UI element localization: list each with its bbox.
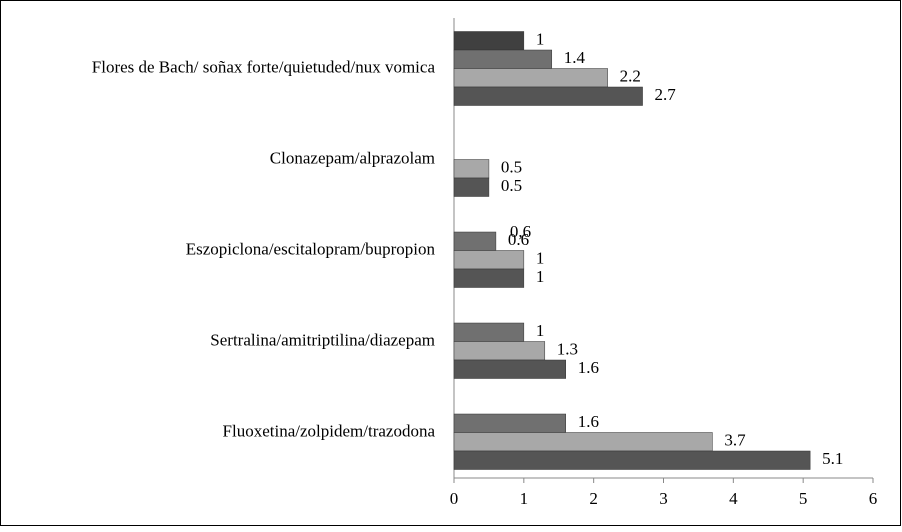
value-label: 1.3 xyxy=(557,340,578,359)
bar xyxy=(453,413,566,433)
bar xyxy=(453,268,525,288)
bar xyxy=(453,159,490,179)
value-label: 1 xyxy=(536,321,545,340)
value-label: 2.2 xyxy=(620,67,641,86)
category-label: Fluoxetina/zolpidem/trazodona xyxy=(223,421,436,440)
value-label: 0.5 xyxy=(501,158,522,177)
category-label: Sertralina/amitriptilina/diazepam xyxy=(210,330,435,349)
bar xyxy=(453,31,525,51)
annotation: 0,6 xyxy=(510,222,531,241)
bar xyxy=(453,177,490,197)
bar xyxy=(453,68,608,88)
bar xyxy=(453,341,546,361)
x-tick-label: 4 xyxy=(729,489,738,508)
value-label: 1 xyxy=(536,249,545,268)
category-label: Flores de Bach/ soñax forte/quietuded/nu… xyxy=(92,57,436,76)
x-tick-label: 5 xyxy=(799,489,808,508)
x-tick-label: 1 xyxy=(520,489,529,508)
x-tick-label: 0 xyxy=(450,489,459,508)
value-label: 1 xyxy=(536,267,545,286)
value-label: 1.4 xyxy=(564,48,586,67)
bar xyxy=(453,432,713,452)
value-label: 5.1 xyxy=(822,449,843,468)
value-label: 1 xyxy=(536,30,545,49)
category-label: Clonazepam/alprazolam xyxy=(270,148,435,167)
bar xyxy=(453,86,643,106)
value-label: 0.5 xyxy=(501,176,522,195)
value-label: 1.6 xyxy=(578,412,599,431)
x-tick-label: 2 xyxy=(589,489,598,508)
bar xyxy=(453,49,553,69)
bar xyxy=(453,250,525,270)
bar xyxy=(453,450,811,470)
x-tick-label: 3 xyxy=(659,489,668,508)
value-label: 3.7 xyxy=(724,431,746,450)
bar xyxy=(453,231,497,251)
x-tick-label: 6 xyxy=(869,489,878,508)
value-label: 0.6 xyxy=(508,230,529,249)
bar xyxy=(453,322,525,342)
value-label: 1.6 xyxy=(578,358,599,377)
value-label: 2.7 xyxy=(655,85,677,104)
category-label: Eszopiclona/escitalopram/bupropion xyxy=(186,239,436,258)
bar xyxy=(453,359,566,379)
